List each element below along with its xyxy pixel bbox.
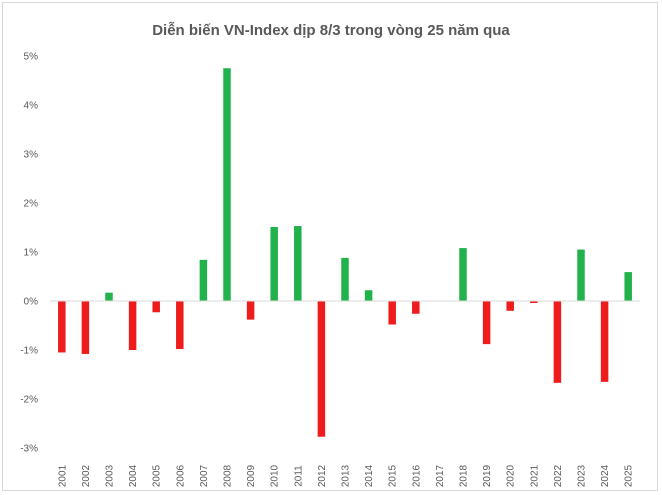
x-tick-label: 2012	[317, 464, 328, 487]
bar-2014	[364, 290, 373, 301]
x-tick-label: 2002	[81, 464, 92, 487]
y-tick-label: -1%	[20, 346, 38, 357]
bars	[58, 68, 632, 437]
chart-title: Diễn biến VN-Index dịp 8/3 trong vòng 25…	[152, 22, 510, 39]
bar-2021	[530, 301, 538, 303]
x-tick-label: 2006	[175, 464, 186, 487]
x-tick-label: 2013	[341, 464, 352, 487]
y-tick-label: 4%	[24, 101, 39, 112]
x-tick-label: 2020	[506, 464, 517, 487]
x-tick-label: 2009	[246, 464, 257, 487]
bar-2009	[246, 301, 255, 320]
x-tick-label: 2016	[411, 464, 422, 487]
y-axis: -3% -2% -1% 0% 1% 2% 3% 4% 5%	[20, 52, 38, 455]
bar-2024	[600, 301, 609, 382]
y-tick-label: -3%	[20, 444, 38, 455]
x-tick-label: 2022	[553, 464, 564, 487]
y-tick-label: 2%	[24, 199, 39, 210]
x-tick-label: 2021	[529, 464, 540, 487]
x-tick-label: 2005	[152, 464, 163, 487]
bar-2011	[294, 226, 302, 301]
bar-2022	[553, 301, 562, 383]
bar-2006	[176, 301, 184, 350]
y-tick-label: 1%	[24, 248, 39, 259]
bar-2016	[412, 301, 420, 314]
x-tick-label: 2017	[435, 464, 446, 487]
bar-2010	[270, 227, 278, 301]
x-axis: 2001 2002 2003 2004 2005 2006 2007 2008 2009 2010…	[57, 464, 634, 487]
bar-2023	[577, 249, 585, 301]
bar-2007	[199, 259, 208, 301]
bar-2019	[482, 301, 491, 345]
x-tick-label: 2010	[270, 464, 281, 487]
y-tick-label: 5%	[24, 52, 39, 63]
bar-2002	[81, 301, 90, 354]
bar-2004	[128, 301, 137, 350]
x-tick-label: 2008	[223, 464, 234, 487]
bar-2008	[223, 68, 231, 301]
bar-2015	[388, 301, 396, 325]
x-tick-label: 2001	[57, 464, 68, 487]
x-tick-label: 2015	[388, 464, 399, 487]
x-tick-label: 2023	[577, 464, 588, 487]
x-tick-label: 2007	[199, 464, 210, 487]
x-tick-label: 2024	[600, 464, 611, 487]
x-tick-label: 2018	[459, 464, 470, 487]
bar-2001	[58, 301, 66, 353]
x-tick-label: 2011	[293, 465, 304, 487]
x-tick-label: 2003	[105, 464, 116, 487]
bar-2018	[459, 248, 467, 301]
y-tick-label: 0%	[24, 297, 39, 308]
bar-2003	[105, 292, 113, 301]
bar-2025	[624, 272, 632, 301]
bar-2012	[317, 301, 326, 437]
chart-frame	[2, 2, 658, 491]
x-tick-label: 2025	[624, 464, 635, 487]
bar-2020	[506, 301, 514, 311]
x-tick-label: 2014	[364, 464, 375, 487]
bar-2005	[152, 301, 160, 313]
x-tick-label: 2019	[482, 464, 493, 487]
y-tick-label: 3%	[24, 150, 39, 161]
y-tick-label: -2%	[20, 395, 38, 406]
bar-2013	[341, 257, 349, 301]
x-tick-label: 2004	[128, 464, 139, 487]
